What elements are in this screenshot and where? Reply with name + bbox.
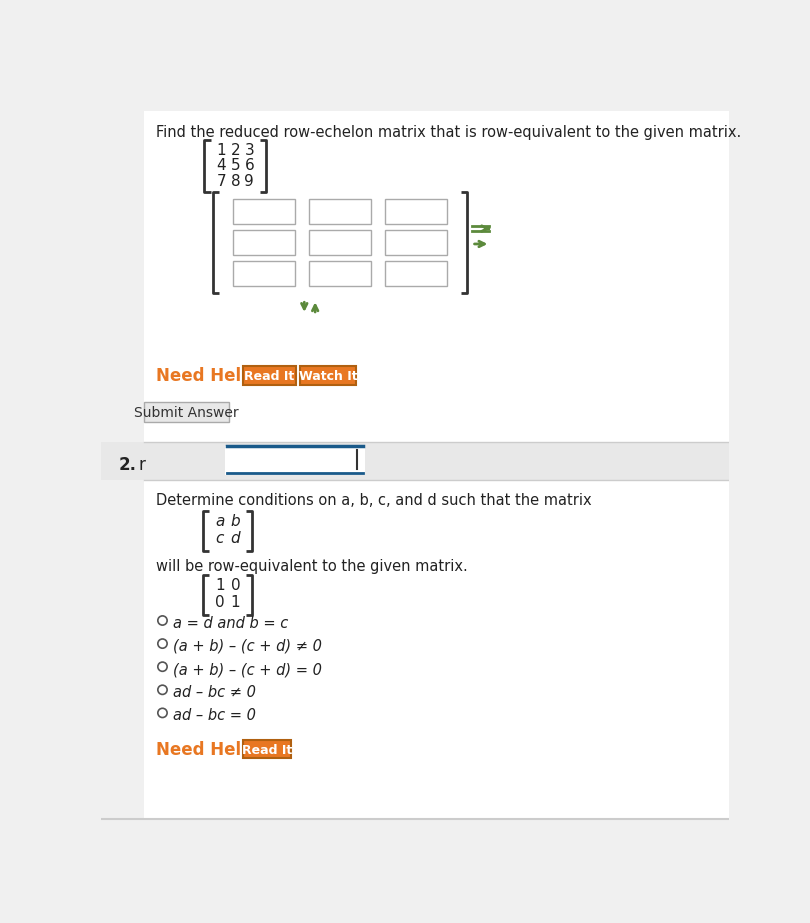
Text: Watch It: Watch It [299, 370, 358, 383]
Text: a = d and b = c: a = d and b = c [173, 616, 288, 631]
Circle shape [158, 639, 167, 648]
Text: 2: 2 [231, 143, 240, 158]
Text: ad – bc ≠ 0: ad – bc ≠ 0 [173, 685, 256, 701]
Text: 7: 7 [216, 174, 226, 189]
Text: will be row-equivalent to the given matrix.: will be row-equivalent to the given matr… [156, 559, 467, 574]
Text: (a + b) – (c + d) = 0: (a + b) – (c + d) = 0 [173, 662, 322, 677]
Text: 0: 0 [215, 595, 224, 610]
Text: b: b [231, 514, 240, 529]
Text: 5: 5 [231, 159, 240, 174]
Text: Submit Answer: Submit Answer [134, 406, 239, 420]
FancyBboxPatch shape [309, 230, 371, 255]
Text: 8: 8 [231, 174, 240, 189]
Text: 0: 0 [231, 578, 240, 593]
Text: d: d [231, 531, 240, 546]
FancyBboxPatch shape [243, 740, 291, 758]
Circle shape [158, 708, 167, 717]
FancyBboxPatch shape [385, 261, 447, 285]
Text: 1: 1 [231, 595, 240, 610]
FancyBboxPatch shape [309, 199, 371, 224]
Text: Find the reduced row-echelon matrix that is row-equivalent to the given matrix.: Find the reduced row-echelon matrix that… [156, 125, 741, 139]
Circle shape [158, 662, 167, 671]
Text: Read It: Read It [242, 744, 292, 757]
FancyBboxPatch shape [385, 199, 447, 224]
FancyBboxPatch shape [101, 442, 729, 480]
Text: (a + b) – (c + d) ≠ 0: (a + b) – (c + d) ≠ 0 [173, 639, 322, 654]
Text: 2.: 2. [118, 456, 136, 473]
FancyBboxPatch shape [233, 199, 295, 224]
Text: a: a [215, 514, 224, 529]
Text: c: c [215, 531, 224, 546]
FancyBboxPatch shape [309, 261, 371, 285]
FancyBboxPatch shape [385, 230, 447, 255]
FancyBboxPatch shape [225, 446, 364, 475]
Text: ad – bc = 0: ad – bc = 0 [173, 708, 256, 724]
Text: 1: 1 [216, 143, 226, 158]
Text: Need Help?: Need Help? [156, 367, 262, 385]
Text: 1: 1 [215, 578, 224, 593]
Text: 4: 4 [216, 159, 226, 174]
Text: 6: 6 [245, 159, 254, 174]
FancyBboxPatch shape [233, 230, 295, 255]
FancyBboxPatch shape [144, 402, 229, 422]
Text: Determine conditions on a, b, c, and d such that the matrix: Determine conditions on a, b, c, and d s… [156, 493, 591, 508]
FancyBboxPatch shape [301, 366, 356, 385]
Text: 3: 3 [245, 143, 254, 158]
FancyBboxPatch shape [144, 111, 729, 442]
Text: Need Help?: Need Help? [156, 740, 262, 759]
FancyBboxPatch shape [225, 443, 364, 477]
FancyBboxPatch shape [101, 111, 729, 821]
Circle shape [158, 616, 167, 625]
Text: r: r [139, 456, 145, 473]
Text: 9: 9 [245, 174, 254, 189]
Circle shape [158, 685, 167, 694]
FancyBboxPatch shape [233, 261, 295, 285]
FancyBboxPatch shape [243, 366, 296, 385]
Text: Read It: Read It [245, 370, 295, 383]
FancyBboxPatch shape [144, 480, 729, 819]
